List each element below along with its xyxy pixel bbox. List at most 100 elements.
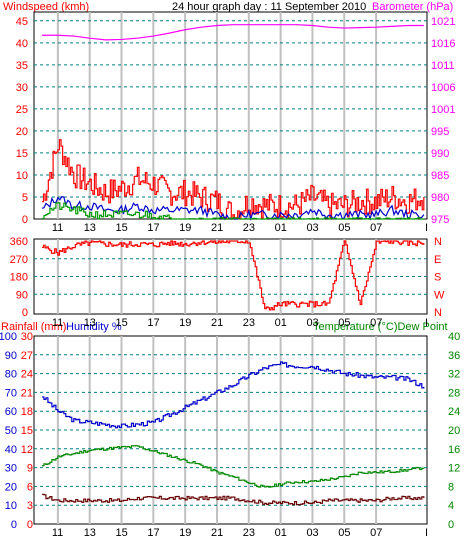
direction-y-tick: 270 [10,254,28,266]
humidity-y-tick: 50 [5,425,17,437]
direction-y-tick: 180 [10,272,28,284]
wind-y-tick: 40 [16,38,28,50]
baro-y-tick: 1011 [431,60,455,72]
x-tick-label: 17 [147,317,159,329]
wind-min-line [41,202,425,220]
x-tick-label: 19 [179,317,191,329]
humidity-y-tick: 80 [5,369,17,381]
wind-y-tick: 45 [16,16,28,28]
x-tick-label: 11 [52,222,63,234]
x-tick-label: 23 [243,527,255,539]
wind-y-tick: 30 [16,82,28,94]
baro-y-tick: 995 [431,126,449,138]
rainfall-y-tick: 6 [27,481,33,493]
x-tick-label: 21 [211,317,223,329]
wind-panel [33,11,428,220]
x-tick-label: 15 [116,317,128,329]
humidity-y-tick: 100 [0,331,17,343]
baro-y-tick: 1006 [431,82,455,94]
humidity-y-tick: 90 [5,350,17,362]
x-tick-label: 21 [211,222,223,234]
temperature-y-tick: 0 [448,519,454,531]
rainfall-label: Rainfall (mm) [1,321,66,333]
x-tick-label: 01 [275,317,287,329]
graph-title: 24 hour graph day : 11 September 2010 [172,1,366,13]
climate-panel [33,335,428,525]
compass-tick: S [434,272,441,284]
wind-y-tick: 10 [16,170,28,182]
windspeed-line [41,139,425,220]
humidity-y-tick: 30 [5,463,17,475]
x-tick-label: 19 [179,222,191,234]
rainfall-y-tick: 9 [27,463,33,475]
x-tick-label: 13 [84,317,96,329]
x-tick-label: 21 [211,527,223,539]
baro-y-tick: 980 [431,192,449,204]
wind-y-tick: 35 [16,60,28,72]
temperature-y-tick: 12 [448,463,460,475]
x-tick-label: 01 [275,222,287,234]
rainfall-y-tick: 12 [21,444,33,456]
direction-y-tick: 0 [22,307,28,319]
x-tick-label: 15 [116,527,128,539]
windspeed-header: Windspeed (kmh) [3,1,89,13]
wind-y-tick: 5 [22,192,28,204]
x-tick-label: 05 [338,527,350,539]
dewpoint-line [41,493,425,506]
x-tick-label: 03 [306,222,318,234]
baro-y-tick: 985 [431,170,449,182]
x-tick-label: 19 [179,527,191,539]
barometer-line [41,24,424,41]
barometer-header: Barometer (hPa) [372,1,453,13]
x-tick-label: 07 [370,317,382,329]
x-tick-label: 11 [52,317,63,329]
temperature-line [41,445,425,488]
baro-y-tick: 1021 [431,16,455,28]
temperature-y-tick: 4 [448,500,454,512]
humidity-y-tick: 40 [5,444,17,456]
x-tick-label: 01 [275,527,287,539]
rainfall-y-tick: 3 [27,500,33,512]
rainfall-y-tick: 27 [21,350,33,362]
humidity-y-tick: 10 [5,500,17,512]
direction-y-tick: 90 [16,289,28,301]
temperature-y-tick: 32 [448,369,460,381]
rainfall-y-tick: 0 [27,519,33,531]
x-tick-label: 05 [338,222,350,234]
baro-y-tick: 1001 [431,104,455,116]
wind-y-tick: 25 [16,104,28,116]
x-tick-label: 15 [116,222,128,234]
compass-tick: N [434,307,442,319]
rainfall-y-tick: 15 [21,425,33,437]
temperature-y-tick: 24 [448,406,460,418]
x-tick-end: I [425,527,428,539]
x-tick-end: I [425,317,428,329]
humidity-y-tick: 20 [5,481,17,493]
x-tick-end: I [425,222,428,234]
temperature-label: Temperature (°C)Dew Point [313,321,448,333]
direction-y-tick: 360 [10,236,28,248]
baro-y-tick: 975 [431,214,449,226]
rainfall-y-tick: 21 [21,387,33,399]
humidity-y-tick: 0 [11,519,17,531]
temperature-y-tick: 28 [448,387,460,399]
rainfall-y-tick: 30 [21,331,33,343]
humidity-y-tick: 70 [5,387,17,399]
rainfall-y-tick: 24 [21,369,33,381]
baro-y-tick: 990 [431,148,449,160]
compass-tick: N [434,236,442,248]
wind-direction-line [41,240,425,311]
humidity-label: Humidity % [66,321,122,333]
x-tick-label: 17 [147,222,159,234]
wind-y-tick: 15 [16,148,28,160]
rainfall-y-tick: 18 [21,406,33,418]
temperature-y-tick: 8 [448,481,454,493]
temperature-y-tick: 36 [448,350,460,362]
x-tick-label: 23 [243,317,255,329]
baro-y-tick: 1016 [431,38,455,50]
x-tick-label: 13 [84,527,96,539]
x-tick-label: 07 [370,527,382,539]
wind-y-tick: 0 [22,214,28,226]
temperature-y-tick: 16 [448,444,460,456]
